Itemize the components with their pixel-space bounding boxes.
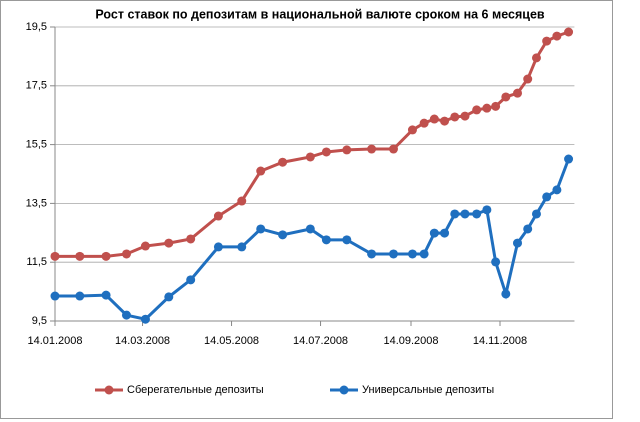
point xyxy=(407,249,417,259)
point xyxy=(472,209,482,219)
point xyxy=(564,27,574,37)
point xyxy=(513,238,523,248)
point xyxy=(50,291,60,301)
legend-marker xyxy=(339,385,349,395)
x-tick-label: 14.11.2008 xyxy=(473,335,527,347)
x-tick-label: 14.05.2008 xyxy=(204,335,259,347)
point xyxy=(460,111,470,121)
y-tick-label: 9,5 xyxy=(32,315,47,327)
y-tick-label: 17,5 xyxy=(26,80,47,92)
point xyxy=(140,314,150,324)
point xyxy=(256,224,266,234)
point xyxy=(491,257,501,267)
point xyxy=(429,114,439,124)
point xyxy=(388,249,398,259)
point xyxy=(321,235,331,245)
point xyxy=(75,251,85,261)
legend-marker xyxy=(104,385,114,395)
y-tick-label: 15,5 xyxy=(26,139,47,151)
point xyxy=(501,92,511,102)
point xyxy=(523,224,533,234)
point xyxy=(213,242,223,252)
point xyxy=(121,310,131,320)
point xyxy=(552,185,562,195)
point xyxy=(552,31,562,41)
point xyxy=(450,209,460,219)
point xyxy=(278,157,288,167)
legend-label: Сберегательные депозиты xyxy=(127,384,264,396)
x-tick-label: 14.03.2008 xyxy=(115,335,170,347)
point xyxy=(342,145,352,155)
point xyxy=(367,144,377,154)
point xyxy=(531,209,541,219)
point xyxy=(419,118,429,128)
point xyxy=(321,147,331,157)
point xyxy=(101,290,111,300)
point xyxy=(213,211,223,221)
point xyxy=(531,53,541,63)
point xyxy=(542,36,552,46)
point xyxy=(305,152,315,162)
point xyxy=(523,74,533,84)
y-tick-label: 11,5 xyxy=(26,256,47,268)
chart-frame xyxy=(0,0,613,419)
point xyxy=(407,125,417,135)
y-tick-label: 19,5 xyxy=(26,21,47,33)
point xyxy=(237,242,247,252)
point xyxy=(472,105,482,115)
point xyxy=(278,230,288,240)
point xyxy=(450,112,460,122)
x-tick-label: 14.09.2008 xyxy=(383,335,438,347)
point xyxy=(75,291,85,301)
point xyxy=(482,103,492,113)
point xyxy=(429,228,439,238)
point xyxy=(440,228,450,238)
y-tick-label: 13,5 xyxy=(26,197,47,209)
point xyxy=(164,292,174,302)
series-line xyxy=(55,158,570,321)
point xyxy=(237,196,247,206)
x-tick-label: 14.07.2008 xyxy=(293,335,348,347)
point xyxy=(101,251,111,261)
point xyxy=(186,234,196,244)
point xyxy=(342,235,352,245)
point xyxy=(419,249,429,259)
point xyxy=(482,205,492,215)
point xyxy=(50,251,60,261)
point xyxy=(164,238,174,248)
legend-label: Универсальные депозиты xyxy=(362,384,494,396)
point xyxy=(388,144,398,154)
point xyxy=(256,166,266,176)
x-tick-label: 14.01.2008 xyxy=(27,335,82,347)
point xyxy=(460,209,470,219)
point xyxy=(501,289,511,299)
point xyxy=(186,275,196,285)
point xyxy=(305,224,315,234)
point xyxy=(140,241,150,251)
point xyxy=(440,116,450,126)
point xyxy=(513,88,523,98)
point xyxy=(564,154,574,164)
point xyxy=(121,249,131,259)
chart-title: Рост ставок по депозитам в национальной … xyxy=(95,7,544,21)
point xyxy=(367,249,377,259)
point xyxy=(542,192,552,202)
point xyxy=(491,101,501,111)
